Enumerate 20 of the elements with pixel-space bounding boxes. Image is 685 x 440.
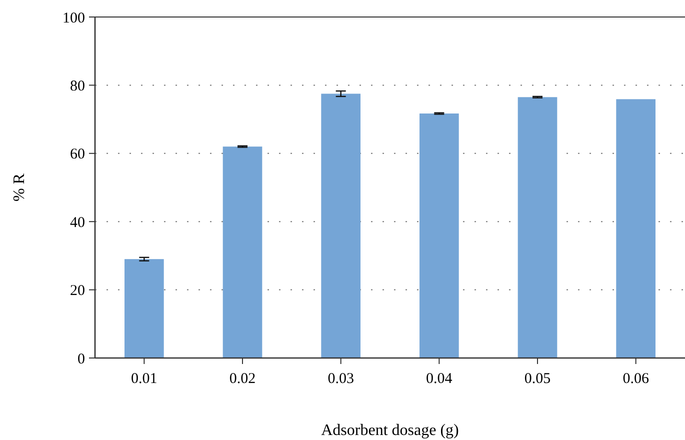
bar: [420, 114, 459, 358]
bar: [222, 146, 262, 358]
bar: [321, 94, 360, 358]
y-axis-title: % R: [11, 173, 28, 202]
y-tick-label: 20: [70, 283, 85, 300]
y-tick-label: 100: [62, 10, 85, 26]
x-tick-label: 0.05: [524, 371, 551, 387]
y-tick-label: 60: [70, 146, 85, 163]
x-tick-label: 0.06: [622, 371, 650, 387]
y-tick-label: 40: [70, 214, 85, 231]
x-tick-label: 0.02: [229, 371, 256, 387]
x-tick-label: 0.03: [328, 371, 354, 387]
y-tick-label: 80: [70, 78, 85, 94]
y-tick-label: 0: [78, 351, 85, 368]
x-tick-label: 0.01: [131, 371, 158, 387]
x-axis-title: Adsorbent dosage (g): [321, 422, 459, 439]
x-tick-label: 0.04: [426, 371, 453, 387]
bar: [616, 99, 656, 358]
bar: [124, 259, 164, 358]
bar: [518, 97, 558, 358]
